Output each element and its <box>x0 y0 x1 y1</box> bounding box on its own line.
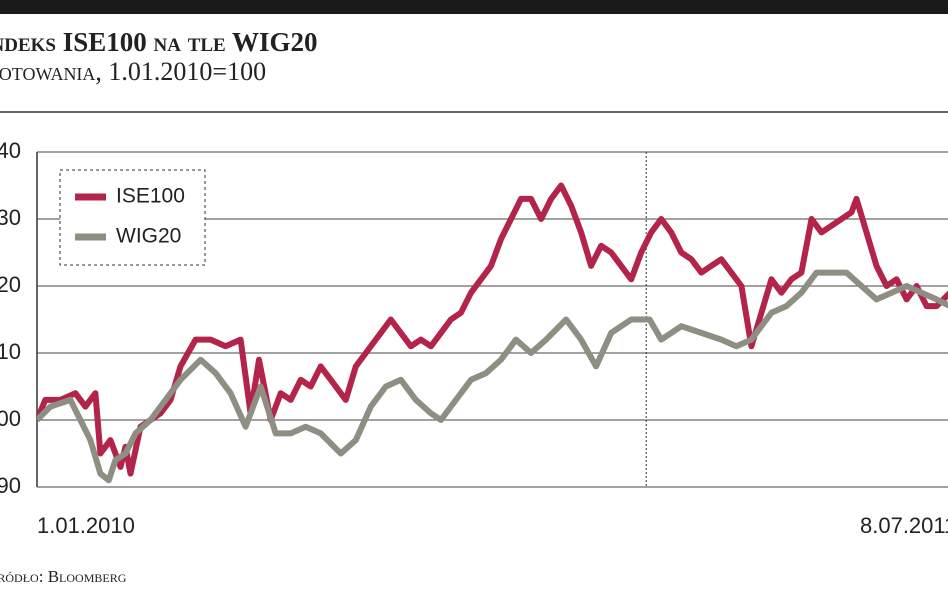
legend-label: WIG20 <box>116 225 181 248</box>
y-tick-label: 110 <box>0 339 21 364</box>
legend-label: ISE100 <box>116 185 185 208</box>
series-line <box>37 182 948 477</box>
chart-subtitle: Notowania, 1.01.2010=100 <box>0 57 266 86</box>
y-tick-label: 120 <box>0 272 21 297</box>
y-tick-label: 130 <box>0 205 21 230</box>
source: Źródło: Bloomberg <box>0 567 127 586</box>
y-tick-label: 140 <box>0 138 21 163</box>
x-start-label: 1.01.2010 <box>37 513 135 538</box>
y-tick-label: 90 <box>0 473 21 498</box>
series-line <box>37 269 948 484</box>
chart-title: Indeks ISE100 na tle WIG20 <box>0 27 317 57</box>
top-bar <box>0 0 948 14</box>
plot <box>37 151 948 488</box>
y-tick-label: 100 <box>0 406 21 431</box>
legend <box>59 169 206 266</box>
x-end-label: 8.07.2011 <box>860 513 948 538</box>
